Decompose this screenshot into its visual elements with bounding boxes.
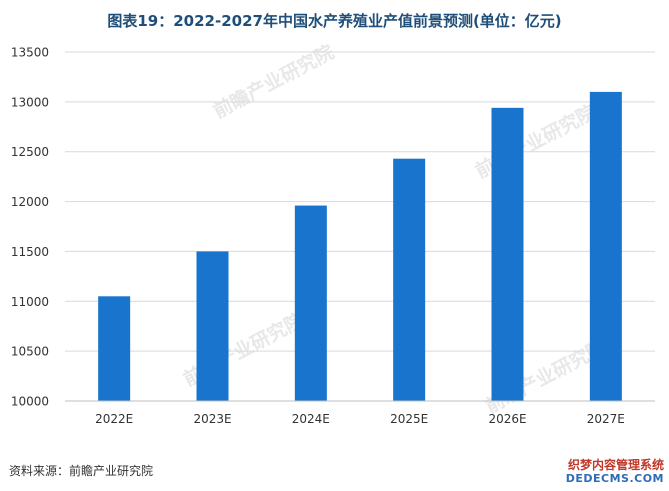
y-tick-label: 11500 [11, 245, 49, 259]
corner-watermark: 织梦内容管理系统 DEDECMS.COM [526, 458, 664, 486]
x-tick-label: 2024E [292, 412, 330, 426]
y-tick-label: 12000 [11, 195, 49, 209]
y-tick-label: 13000 [11, 95, 49, 109]
bars [98, 91, 622, 401]
y-tick-label: 10000 [11, 395, 49, 409]
bar-2027E [589, 91, 622, 401]
corner-watermark-cn: 织梦内容管理系统 [567, 458, 664, 472]
corner-watermark-en: DEDECMS.COM [565, 472, 664, 485]
x-tick-label: 2022E [95, 412, 133, 426]
x-tick-label: 2027E [587, 412, 625, 426]
x-tick-label: 2026E [488, 412, 526, 426]
bar-2025E [393, 158, 426, 401]
x-tick-label: 2025E [390, 412, 428, 426]
gridlines [65, 51, 655, 352]
y-tick-label: 12500 [11, 145, 49, 159]
bar-2026E [491, 107, 524, 401]
chart-title: 图表19：2022-2027年中国水产养殖业产值前景预测(单位：亿元) [107, 12, 562, 30]
y-tick-label: 11000 [11, 295, 49, 309]
source-note: 资料来源：前瞻产业研究院 [9, 464, 154, 478]
y-axis-ticks: 10000 10500 11000 11500 12000 12500 13000 13500 [11, 46, 49, 409]
bar-2022E [98, 296, 131, 401]
x-tick-label: 2023E [193, 412, 231, 426]
bar-2024E [294, 205, 327, 401]
bar-2023E [196, 251, 229, 401]
x-axis-ticks: 2022E 2023E 2024E 2025E 2026E 2027E [95, 412, 625, 426]
y-tick-label: 10500 [11, 345, 49, 359]
y-tick-label: 13500 [11, 46, 49, 60]
